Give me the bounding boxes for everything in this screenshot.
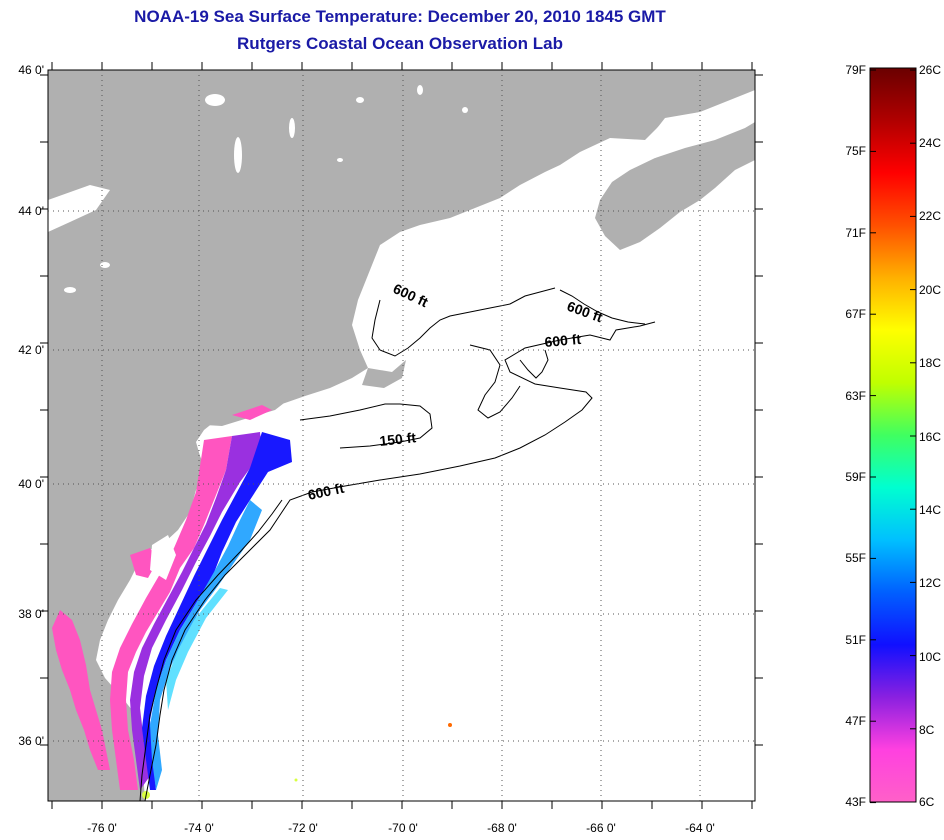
lon-label: -74 0' [184,821,214,835]
colorbar-c-label: 18C [919,356,941,370]
lat-label: 36 0' [18,734,44,748]
lon-label: -76 0' [87,821,117,835]
colorbar-c-label: 14C [919,503,941,517]
lat-label: 38 0' [18,607,44,621]
colorbar-c-label: 20C [919,283,941,297]
colorbar-c-label: 12C [919,576,941,590]
map-subtitle: Rutgers Coastal Ocean Observation Lab [237,34,563,53]
colorbar-c-label: 24C [919,136,941,150]
colorbar-f-label: 67F [845,307,866,321]
colorbar-c-label: 26C [919,63,941,77]
lon-label: -64 0' [685,821,715,835]
lat-label: 40 0' [18,477,44,491]
isobath-contours [139,287,656,801]
colorbar-f-label: 79F [845,63,866,77]
colorbar: 79F 75F 71F 67F 63F 59F 55F 51F 47F 43F … [845,63,941,809]
isobath-label: 600 ft [544,331,582,350]
colorbar-f-label: 47F [845,714,866,728]
axis-ticks [40,62,763,809]
chesapeake-bay [52,610,110,770]
colorbar-f-label: 63F [845,389,866,403]
colorbar-c-label: 8C [919,723,935,737]
colorbar-ticks [870,69,916,804]
lat-lon-grid [48,70,755,801]
land-nova-scotia [595,122,755,250]
colorbar-f-label: 55F [845,551,866,565]
lat-label: 44 0' [18,204,44,218]
colorbar-gradient [869,67,917,803]
lon-labels: -76 0' -74 0' -72 0' -70 0' -68 0' -66 0… [87,821,715,835]
colorbar-c-label: 22C [919,209,941,223]
colorbar-f-label: 75F [845,144,866,158]
lat-label: 46 0' [18,63,44,77]
colorbar-f-label: 43F [845,795,866,809]
bay-of-fundy [640,92,755,158]
lon-label: -66 0' [586,821,616,835]
colorbar-f-label: 71F [845,226,866,240]
isobath-label: 150 ft [379,429,417,449]
colorbar-f-label: 59F [845,470,866,484]
colorbar-c-label: 16C [919,430,941,444]
colorbar-c-label: 6C [919,795,935,809]
lakes [48,85,468,293]
map-title: NOAA-19 Sea Surface Temperature: Decembe… [134,7,666,26]
colorbar-c-label: 10C [919,650,941,664]
land-cape-cod [362,360,406,388]
lon-label: -70 0' [388,821,418,835]
lon-label: -68 0' [487,821,517,835]
land-mainland [48,70,755,801]
lat-label: 42 0' [18,343,44,357]
isobath-label: 600 ft [306,480,345,503]
sst-patches [110,405,452,799]
lat-labels: 46 0' 44 0' 42 0' 40 0' 38 0' 36 0' [18,63,44,748]
lon-label: -72 0' [288,821,318,835]
colorbar-f-label: 51F [845,633,866,647]
